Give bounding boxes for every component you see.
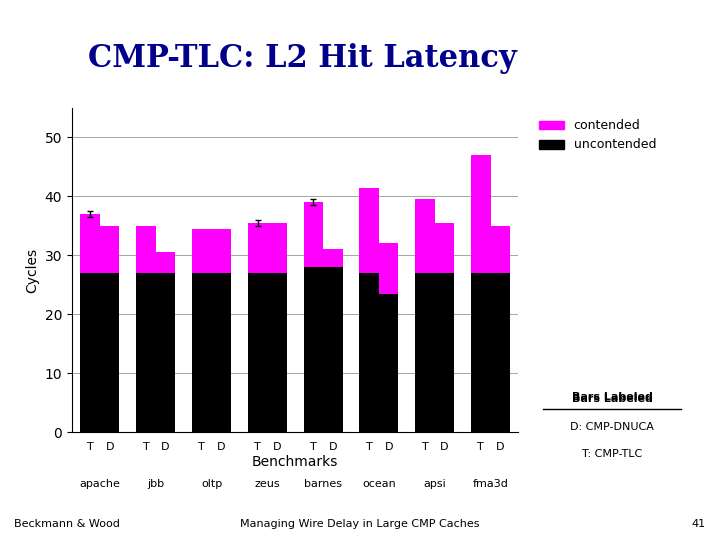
Bar: [136, 226, 156, 273]
Text: Managing Wire Delay in Large CMP Caches: Managing Wire Delay in Large CMP Caches: [240, 519, 480, 529]
Bar: [490, 226, 510, 273]
Bar: [248, 223, 267, 273]
Bar: [379, 244, 398, 294]
Bar: [100, 273, 120, 432]
Bar: [192, 273, 212, 432]
Text: T: CMP-TLC: T: CMP-TLC: [582, 449, 642, 459]
Bar: [323, 267, 343, 432]
Text: apsi: apsi: [423, 479, 446, 489]
Bar: [156, 273, 175, 432]
Bar: [304, 267, 323, 432]
Text: D: CMP-DNUCA: D: CMP-DNUCA: [570, 422, 654, 431]
Text: CMP-TLC: L2 Hit Latency: CMP-TLC: L2 Hit Latency: [88, 43, 517, 74]
Text: apache: apache: [79, 479, 120, 489]
Bar: [81, 214, 100, 273]
Bar: [323, 249, 343, 267]
Text: ocean: ocean: [362, 479, 396, 489]
Legend: contended, uncontended: contended, uncontended: [534, 114, 661, 157]
Bar: [212, 273, 231, 432]
Text: oltp: oltp: [201, 479, 222, 489]
Bar: [212, 229, 231, 273]
Bar: [415, 273, 435, 432]
Bar: [435, 273, 454, 432]
Bar: [192, 229, 212, 273]
Y-axis label: Cycles: Cycles: [25, 247, 39, 293]
Bar: [248, 273, 267, 432]
Text: Benchmarks: Benchmarks: [252, 455, 338, 469]
Bar: [136, 273, 156, 432]
Bar: [100, 226, 120, 273]
Bar: [379, 294, 398, 432]
FancyBboxPatch shape: [522, 376, 702, 477]
Bar: [490, 273, 510, 432]
Text: zeus: zeus: [254, 479, 280, 489]
Bar: [359, 187, 379, 273]
Text: Beckmann & Wood: Beckmann & Wood: [14, 519, 120, 529]
Bar: [156, 252, 175, 273]
Bar: [267, 223, 287, 273]
Text: fma3d: fma3d: [472, 479, 508, 489]
Text: jbb: jbb: [147, 479, 164, 489]
Bar: [435, 223, 454, 273]
Text: barnes: barnes: [304, 479, 342, 489]
Bar: [81, 273, 100, 432]
Bar: [359, 273, 379, 432]
Text: Bars Labeled: Bars Labeled: [572, 393, 652, 402]
Bar: [415, 199, 435, 273]
Bar: [471, 155, 490, 273]
Bar: [304, 202, 323, 267]
Bar: [267, 273, 287, 432]
Bar: [471, 273, 490, 432]
Text: Bars Labeled: Bars Labeled: [572, 394, 652, 404]
Text: 41: 41: [691, 519, 706, 529]
